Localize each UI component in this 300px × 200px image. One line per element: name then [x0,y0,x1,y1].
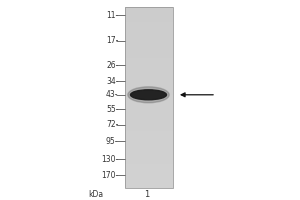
Bar [124,94,172,98]
Bar [124,70,172,73]
Bar [124,76,172,80]
Bar [124,40,172,43]
Bar [124,140,172,143]
Text: 34-: 34- [106,77,118,86]
Bar [124,73,172,77]
Bar [124,146,172,149]
Bar [124,13,172,16]
Bar [124,55,172,58]
Bar [124,149,172,152]
Bar [124,79,172,83]
Text: kDa: kDa [88,190,104,199]
Bar [124,173,172,176]
Bar [124,167,172,170]
Bar [124,131,172,134]
Text: 55-: 55- [106,105,118,114]
Text: 11-: 11- [106,11,118,20]
Bar [124,97,172,101]
Bar [124,37,172,40]
Bar [124,28,172,31]
Bar [124,91,172,95]
Bar [124,137,172,140]
Bar [124,185,172,188]
Bar [124,119,172,122]
Bar [124,10,172,13]
Ellipse shape [130,90,166,100]
Text: 170-: 170- [101,171,118,180]
Bar [124,152,172,155]
Bar [124,176,172,179]
Bar [124,43,172,46]
Bar [124,122,172,125]
Bar [124,25,172,28]
Text: 43-: 43- [106,90,118,99]
Text: 95-: 95- [106,137,118,146]
Bar [124,46,172,49]
Bar [124,88,172,92]
Bar [124,107,172,110]
Bar [124,113,172,116]
Bar [124,101,172,104]
Text: 130-: 130- [101,155,118,164]
Bar [124,128,172,131]
Bar [124,161,172,164]
Text: 1: 1 [144,190,150,199]
Bar [124,34,172,37]
Bar [124,22,172,25]
Bar [124,58,172,61]
Bar [124,170,172,173]
Bar [124,16,172,19]
Bar [124,158,172,161]
Bar [124,134,172,137]
Bar [124,125,172,128]
Bar [124,110,172,113]
Bar [124,116,172,119]
Bar [124,64,172,67]
Ellipse shape [128,87,169,103]
Bar [124,164,172,167]
Text: 26-: 26- [106,61,118,70]
Bar [124,49,172,52]
Bar [124,155,172,158]
Bar [124,31,172,34]
Bar [124,82,172,86]
Bar [124,182,172,185]
Bar [124,85,172,89]
Bar [124,61,172,64]
Bar [124,7,172,188]
Text: 17-: 17- [106,36,118,45]
Bar [124,67,172,70]
Bar [124,19,172,22]
Bar [124,52,172,55]
Bar [124,104,172,107]
Bar [124,143,172,146]
Bar [124,7,172,10]
Bar [124,179,172,182]
Text: 72-: 72- [106,120,118,129]
